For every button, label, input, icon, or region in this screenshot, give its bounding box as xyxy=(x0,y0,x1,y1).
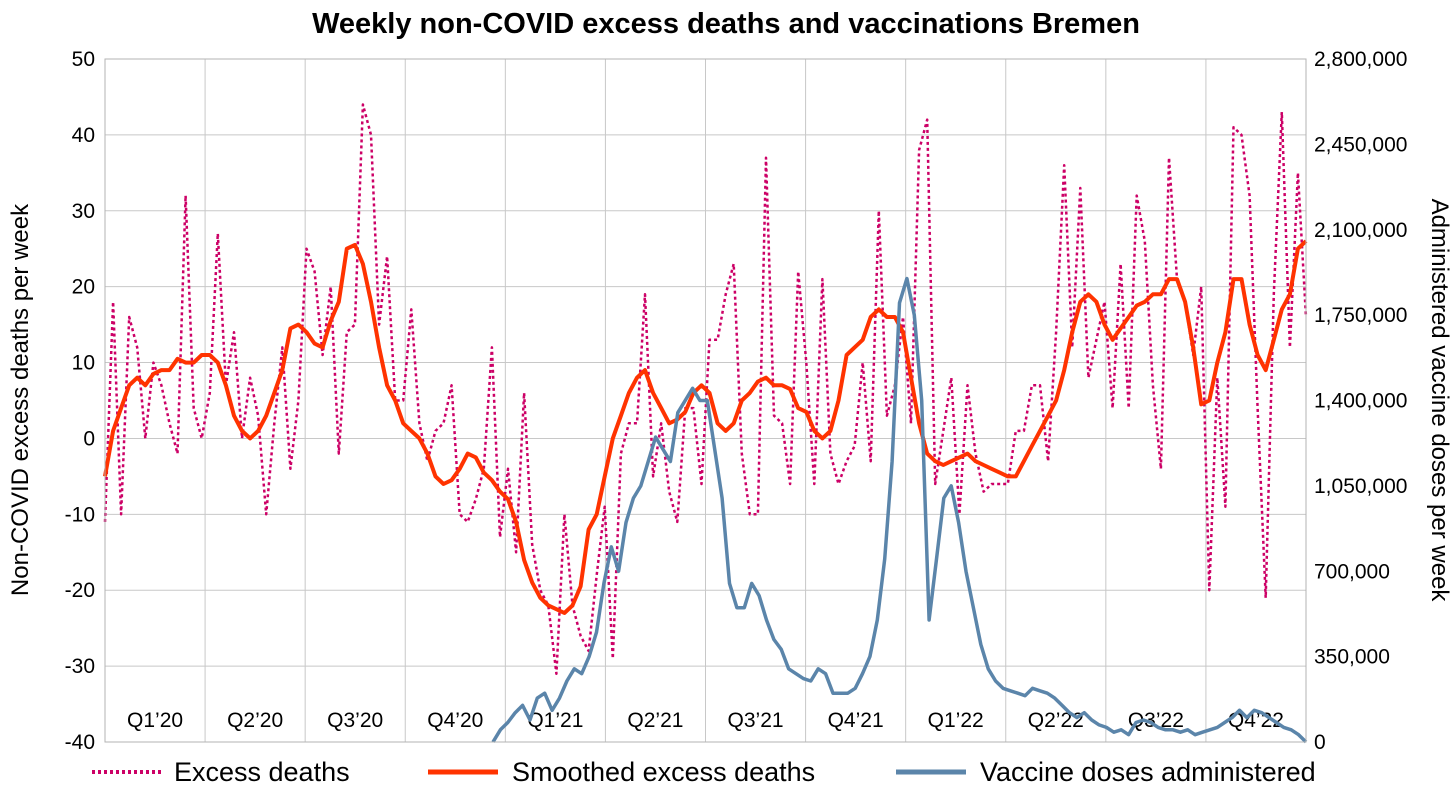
left-tick-label: 40 xyxy=(72,124,95,147)
quarter-label: Q1’22 xyxy=(928,709,984,732)
quarter-label: Q2’22 xyxy=(1028,709,1084,732)
right-tick-label: 2,450,000 xyxy=(1314,133,1407,156)
left-tick-label: 10 xyxy=(72,352,95,375)
right-tick-label: 0 xyxy=(1314,731,1326,754)
legend-item-smoothed: Smoothed excess deaths xyxy=(428,757,815,787)
quarter-label: Q2’20 xyxy=(227,709,283,732)
right-tick-label: 1,050,000 xyxy=(1314,475,1407,498)
plot-border xyxy=(104,58,1307,743)
legend-label-smoothed: Smoothed excess deaths xyxy=(512,757,815,787)
left-tick-label: 20 xyxy=(72,276,95,299)
right-axis-title: Administered vaccine doses per week xyxy=(1426,199,1453,603)
right-tick-label: 350,000 xyxy=(1314,646,1390,669)
series-line-vaccine xyxy=(491,276,1308,744)
right-tick-label: 1,400,000 xyxy=(1314,390,1407,413)
legend-item-vaccine: Vaccine doses administered xyxy=(896,757,1316,787)
quarter-label: Q3’22 xyxy=(1128,709,1184,732)
left-axis-title: Non-COVID excess deaths per week xyxy=(7,203,34,596)
left-tick-label: -20 xyxy=(65,579,95,602)
legend-label-excess-deaths: Excess deaths xyxy=(174,757,350,787)
left-tick-label: -10 xyxy=(65,503,95,526)
grid xyxy=(105,58,1306,743)
right-tick-label: 1,750,000 xyxy=(1314,304,1407,327)
series-line-smoothed xyxy=(103,239,1308,615)
quarter-label: Q3’21 xyxy=(728,709,784,732)
quarter-labels: Q1’20 Q2’20 Q3’20 Q4’20 Q1’21 Q2’21 Q3’21 Q4’21… xyxy=(127,709,1284,732)
quarter-label: Q1’21 xyxy=(527,709,583,732)
quarter-label: Q4’20 xyxy=(427,709,483,732)
series-group xyxy=(103,103,1308,744)
legend-label-vaccine: Vaccine doses administered xyxy=(980,757,1316,787)
left-axis-ticks: 50 40 30 20 10 0 -10 -20 -30 -40 xyxy=(65,48,95,754)
legend: Excess deaths Smoothed excess deaths Vac… xyxy=(92,757,1316,787)
right-tick-label: 2,100,000 xyxy=(1314,219,1407,242)
left-tick-label: 30 xyxy=(72,200,95,223)
right-axis-ticks: 2,800,000 2,450,000 2,100,000 1,750,000 1,40… xyxy=(1314,48,1407,754)
right-tick-label: 2,800,000 xyxy=(1314,48,1407,71)
legend-item-excess-deaths: Excess deaths xyxy=(92,757,350,787)
quarter-label: Q1’20 xyxy=(127,709,183,732)
left-tick-label: -40 xyxy=(65,731,95,754)
series-line-excess xyxy=(103,103,1308,675)
chart-title: Weekly non-COVID excess deaths and vacci… xyxy=(312,8,1140,40)
quarter-label: Q3’20 xyxy=(327,709,383,732)
left-tick-label: 50 xyxy=(72,48,95,71)
left-tick-label: 0 xyxy=(83,427,95,450)
right-tick-label: 700,000 xyxy=(1314,560,1390,583)
quarter-label: Q4’21 xyxy=(828,709,884,732)
left-tick-label: -30 xyxy=(65,655,95,678)
quarter-label: Q2’21 xyxy=(627,709,683,732)
